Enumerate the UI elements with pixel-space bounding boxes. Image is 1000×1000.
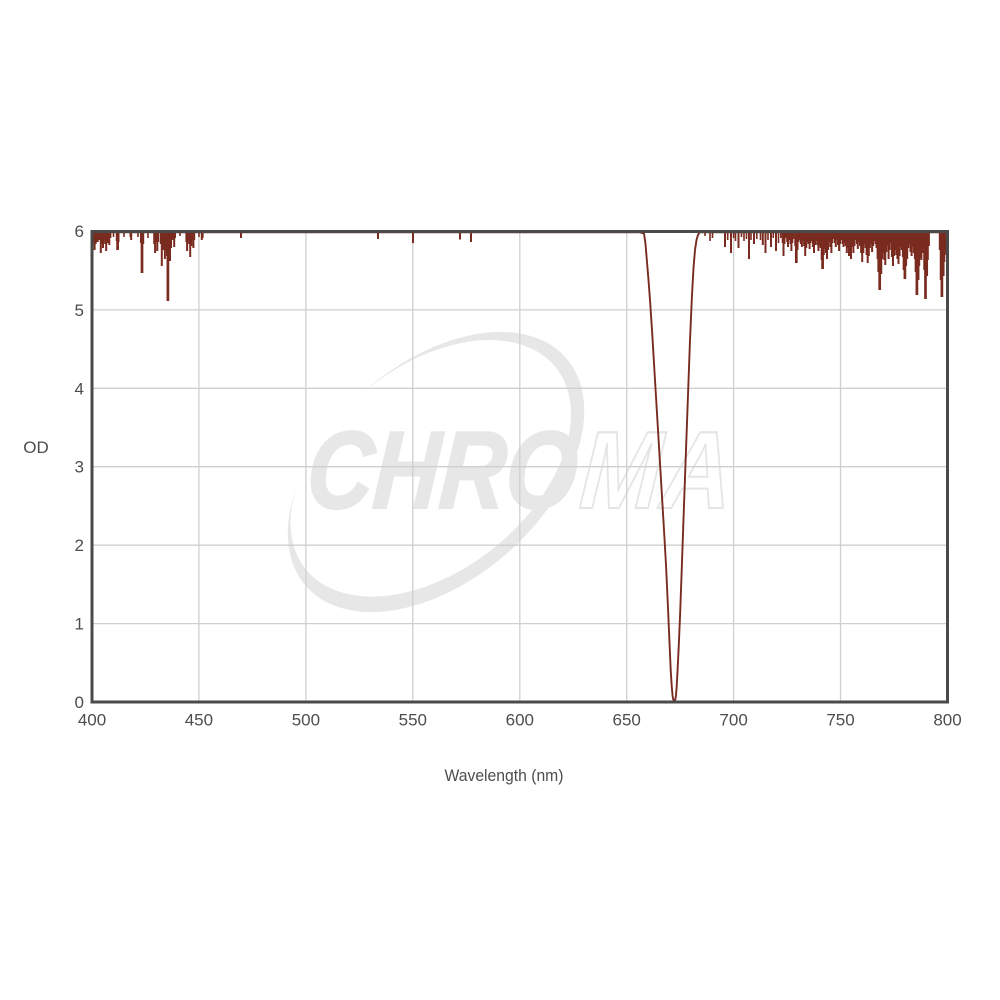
svg-text:800: 800 — [933, 711, 961, 730]
svg-text:450: 450 — [185, 711, 213, 730]
svg-text:700: 700 — [719, 711, 747, 730]
svg-text:1: 1 — [75, 615, 84, 634]
svg-text:650: 650 — [613, 711, 641, 730]
svg-text:500: 500 — [292, 711, 320, 730]
svg-text:4: 4 — [75, 379, 84, 398]
svg-text:550: 550 — [399, 711, 427, 730]
svg-text:CHRO: CHRO — [303, 409, 582, 532]
svg-text:3: 3 — [75, 458, 84, 477]
svg-text:750: 750 — [826, 711, 854, 730]
svg-text:400: 400 — [78, 711, 106, 730]
svg-text:Wavelength (nm): Wavelength (nm) — [445, 766, 564, 785]
svg-text:600: 600 — [506, 711, 534, 730]
svg-text:0: 0 — [75, 693, 84, 712]
svg-text:5: 5 — [75, 301, 84, 320]
svg-text:MA: MA — [576, 409, 737, 532]
svg-text:OD: OD — [23, 438, 49, 457]
svg-text:2: 2 — [75, 536, 84, 555]
svg-text:6: 6 — [75, 222, 84, 241]
